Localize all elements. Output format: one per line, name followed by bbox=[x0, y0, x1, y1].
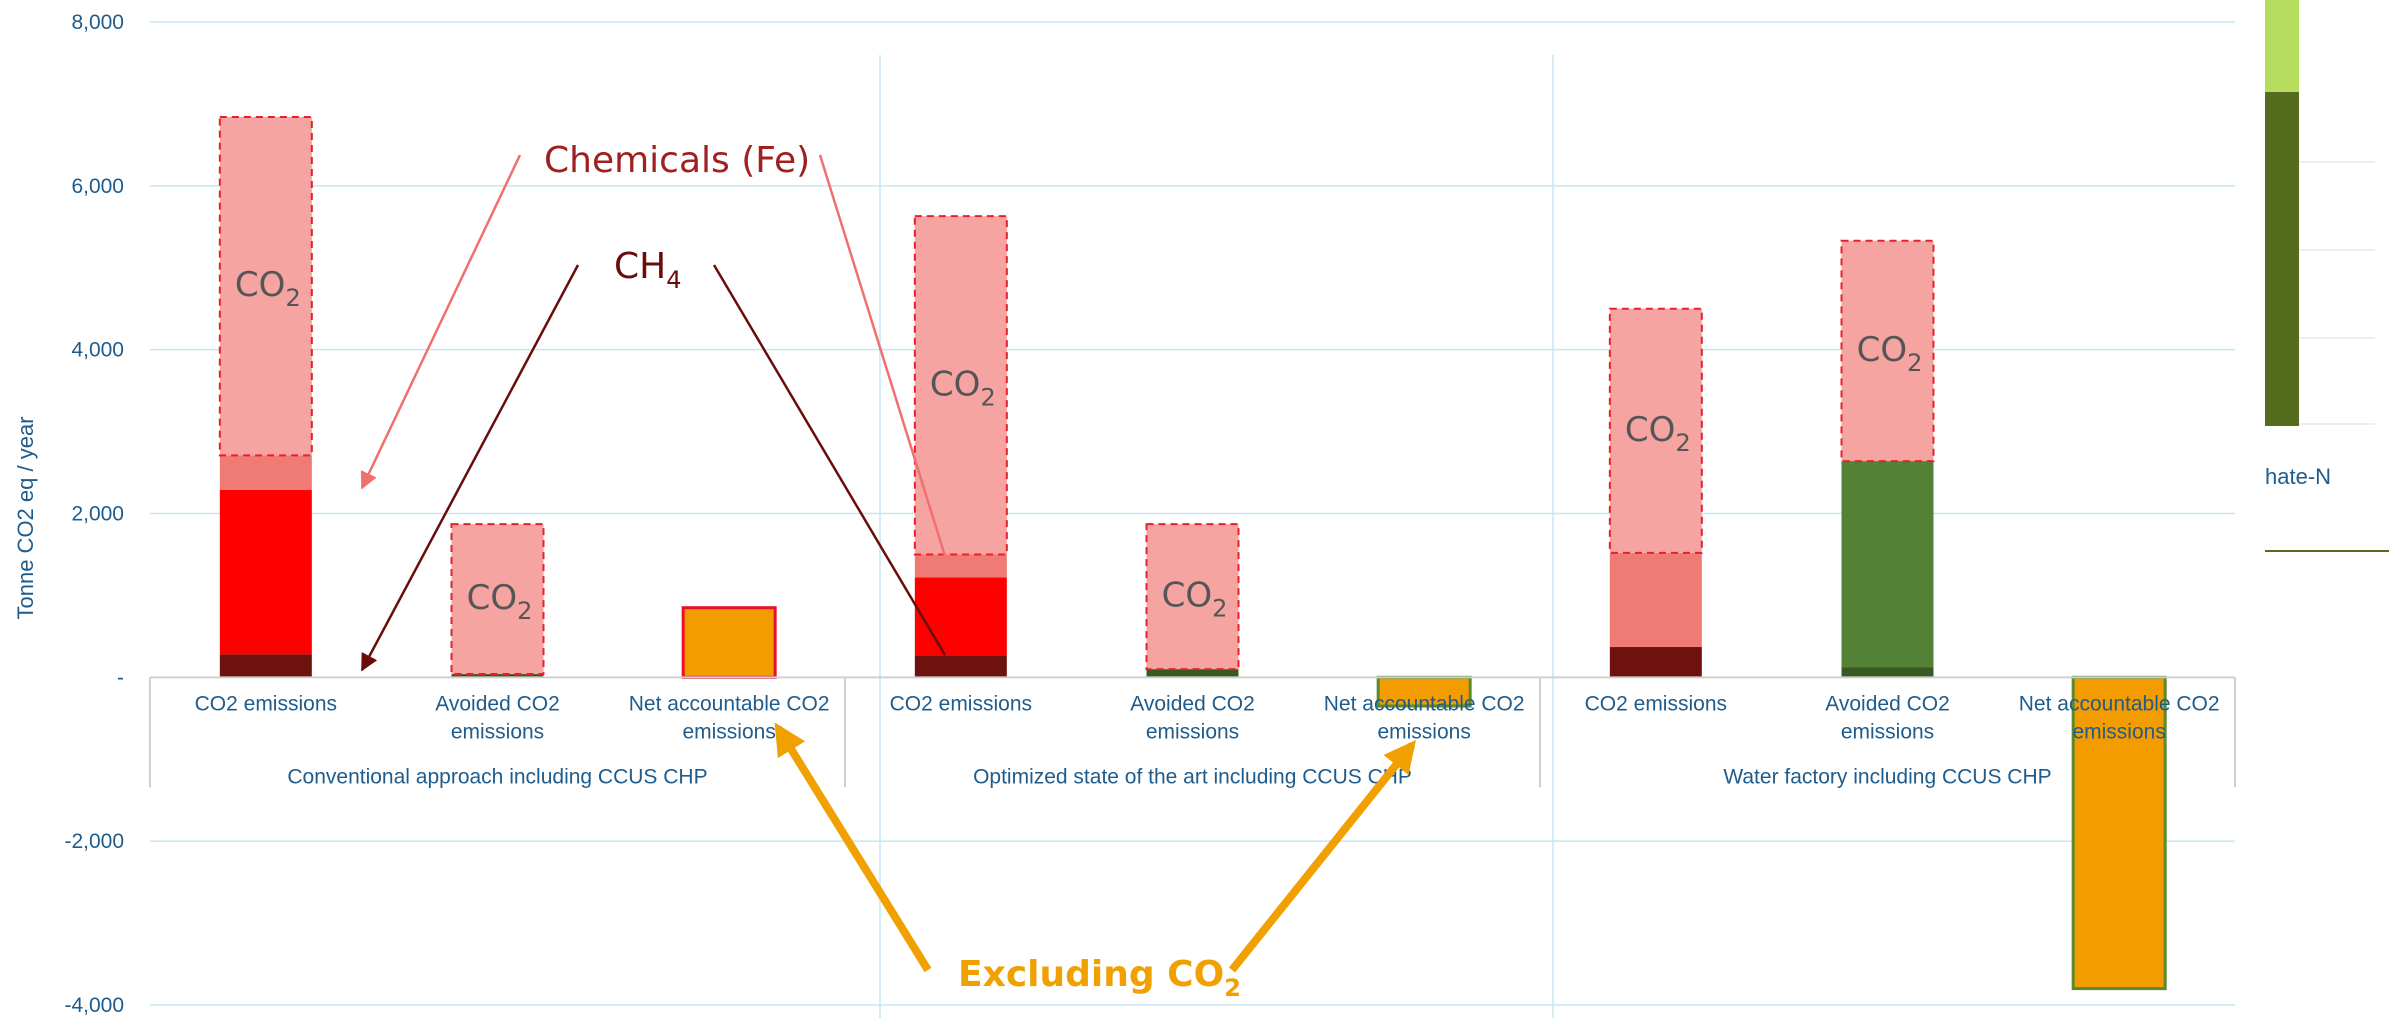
y-tick-label: 6,000 bbox=[71, 175, 124, 198]
group-label: Optimized state of the art including CCU… bbox=[973, 765, 1412, 788]
arrow-chemicals-right bbox=[818, 154, 947, 557]
bar-segment-avoided-dark bbox=[1841, 667, 1934, 678]
annotation-ch4: CH4 bbox=[614, 246, 682, 294]
bar-segment-chemicals bbox=[1609, 552, 1702, 648]
segment-label-co2: CO2 bbox=[1857, 330, 1923, 377]
category-label: Avoided CO2 emissions bbox=[1825, 692, 1950, 743]
bar-segment-co2 bbox=[218, 116, 313, 457]
bar-segment-chemicals bbox=[914, 554, 1007, 578]
category-label: Net accountable CO2 emissions bbox=[1324, 692, 1525, 743]
bar-segment-process bbox=[219, 489, 312, 655]
bar-segment-process bbox=[914, 577, 1007, 656]
group-label: Water factory including CCUS CHP bbox=[1723, 765, 2051, 788]
bar-segment-chemicals bbox=[219, 455, 312, 490]
bar-segment-avoided-dark bbox=[1146, 669, 1239, 678]
y-axis-label: Tonne CO2 eq / year bbox=[13, 416, 38, 619]
arrow-excluding-right bbox=[1228, 740, 1416, 973]
category-label: Net accountable CO2 emissions bbox=[2019, 692, 2220, 743]
y-tick-label: -4,000 bbox=[64, 994, 124, 1017]
legend-entry-text: hate-N bbox=[2265, 464, 2331, 489]
y-tick-label: 4,000 bbox=[71, 339, 124, 362]
y-tick-label: 2,000 bbox=[71, 503, 124, 526]
bar-segment-co2 bbox=[913, 215, 1008, 556]
legend-swatch-dark-green bbox=[2265, 92, 2299, 426]
legend: hate-N bbox=[2265, 0, 2389, 552]
category-label: CO2 emissions bbox=[1585, 692, 1727, 715]
bar-segment-co2 bbox=[450, 523, 545, 676]
bar-segment-ch4 bbox=[1609, 647, 1702, 678]
segment-label-co2: CO2 bbox=[1162, 576, 1228, 623]
bar-segment-co2 bbox=[1840, 239, 1935, 463]
bar-segment-ch4 bbox=[219, 654, 312, 678]
category-label: Net accountable CO2 emissions bbox=[629, 692, 830, 743]
category-label: Avoided CO2 emissions bbox=[435, 692, 560, 743]
bar-segment-ch4 bbox=[914, 655, 1007, 678]
bar-segment-co2 bbox=[1145, 523, 1240, 671]
y-tick-label: - bbox=[117, 666, 124, 689]
group-label: Conventional approach including CCUS CHP bbox=[287, 765, 707, 788]
bar-segment-avoided bbox=[1841, 461, 1934, 668]
category-label: CO2 emissions bbox=[890, 692, 1032, 715]
segment-label-co2: CO2 bbox=[930, 364, 996, 411]
bars: CO2 CO2 CO2 CO2 CO2 CO2 bbox=[218, 116, 2167, 991]
arrow-chemicals-left bbox=[360, 154, 522, 490]
category-label: Avoided CO2 emissions bbox=[1130, 692, 1255, 743]
legend-swatch-light-green bbox=[2265, 0, 2299, 92]
arrow-excluding-left bbox=[774, 722, 932, 973]
segment-label-co2: CO2 bbox=[235, 265, 301, 312]
annotation-excluding-co2: Excluding CO2 bbox=[958, 954, 1241, 1002]
annotations: Chemicals (Fe) CH4 Excluding CO2 bbox=[360, 140, 1416, 1002]
arrow-ch4-left bbox=[360, 264, 580, 672]
bar-segment-avoided-dark bbox=[451, 674, 544, 678]
category-label: CO2 emissions bbox=[195, 692, 337, 715]
y-tick-label: 8,000 bbox=[71, 11, 124, 34]
segment-label-co2: CO2 bbox=[1625, 410, 1691, 457]
segment-label-co2: CO2 bbox=[467, 578, 533, 625]
bar-segment-net bbox=[2071, 675, 2167, 991]
bar-segment-co2 bbox=[1608, 307, 1703, 554]
y-axis-ticks: 8,000 6,000 4,000 2,000 - -2,000 -4,000 bbox=[64, 11, 124, 1017]
arrow-ch4-right bbox=[712, 264, 947, 656]
x-axis: Conventional approach including CCUS CHP… bbox=[149, 676, 2236, 788]
bar-segment-net bbox=[681, 606, 777, 679]
annotation-chemicals: Chemicals (Fe) bbox=[544, 140, 810, 181]
y-tick-label: -2,000 bbox=[64, 830, 124, 853]
